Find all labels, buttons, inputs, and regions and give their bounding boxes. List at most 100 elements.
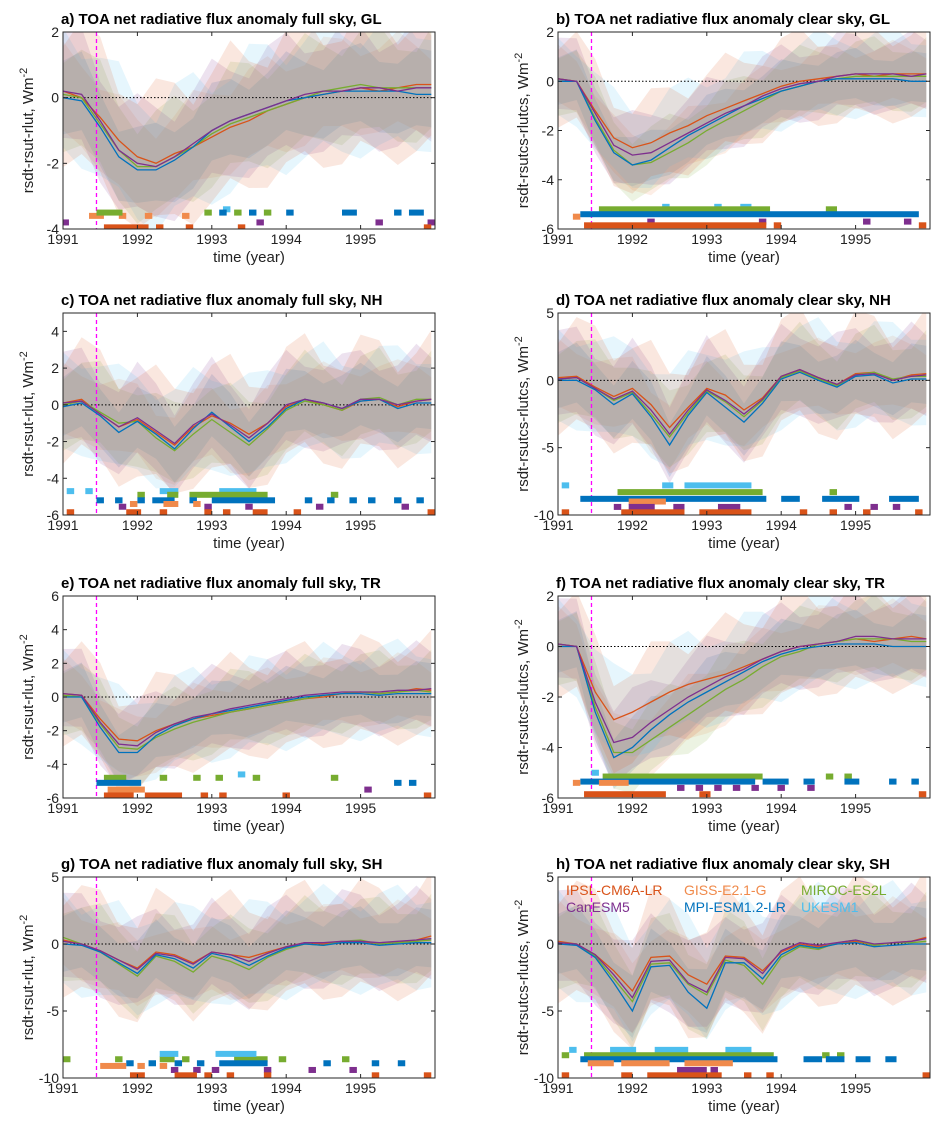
y-tick-label: 0 <box>546 372 554 388</box>
significance-marker <box>327 497 335 504</box>
significance-marker <box>717 503 741 510</box>
significance-marker <box>773 222 782 229</box>
significance-marker <box>304 497 313 504</box>
y-axis-label-text: rsdt-rsutcs-rlutcs, Wm <box>515 909 532 1055</box>
legend-entry: IPSL-CM6A-LR <box>566 882 662 898</box>
significance-marker <box>844 503 852 510</box>
significance-marker <box>744 1072 752 1078</box>
panel-title: a) TOA net radiative flux anomaly full s… <box>61 11 382 28</box>
significance-marker <box>584 222 767 229</box>
uncertainty-band <box>558 313 927 474</box>
significance-marker <box>163 500 179 507</box>
significance-marker <box>103 224 149 229</box>
series-line <box>558 75 927 166</box>
significance-marker <box>245 503 253 510</box>
significance-marker <box>710 1066 718 1073</box>
y-tick-label: -2 <box>47 155 60 171</box>
significance-marker <box>781 495 800 502</box>
y-tick-label: 6 <box>51 588 59 604</box>
x-tick-label: 1992 <box>122 1080 153 1096</box>
significance-marker <box>725 1046 752 1053</box>
significance-marker <box>159 1062 168 1069</box>
significance-marker <box>673 503 685 510</box>
y-axis-label: rsdt-rsutcs-rlutcs, Wm-2 <box>513 336 532 492</box>
significance-marker <box>115 497 123 504</box>
panel-b: b) TOA net radiative flux anomaly clear … <box>513 11 931 266</box>
uncertainty-band <box>63 32 432 229</box>
significance-marker <box>96 779 142 786</box>
plot-area <box>63 877 435 1078</box>
y-tick-label: -5 <box>47 1003 60 1019</box>
significance-marker <box>222 206 231 213</box>
significance-marker <box>695 784 704 791</box>
significance-marker <box>777 784 785 791</box>
x-tick-label: 1991 <box>542 231 573 247</box>
significance-marker <box>621 1072 633 1078</box>
series-line <box>63 83 432 165</box>
x-tick-label: 1993 <box>196 231 227 247</box>
uncertainty-band <box>63 347 432 483</box>
y-tick-label: -6 <box>47 507 60 523</box>
uncertainty-band <box>558 32 927 185</box>
x-tick-label: 1993 <box>691 800 722 816</box>
x-tick-label: 1991 <box>542 1080 573 1096</box>
legend-entry: CanESM5 <box>566 899 630 915</box>
y-tick-label: 2 <box>51 24 59 40</box>
significance-marker <box>699 509 752 515</box>
significance-marker <box>189 497 197 504</box>
significance-marker <box>580 495 767 502</box>
significance-marker <box>863 218 871 225</box>
significance-marker <box>561 1052 570 1059</box>
panel-title: c) TOA net radiative flux anomaly full s… <box>61 292 382 309</box>
uncertainty-band <box>63 32 432 229</box>
significance-marker <box>427 509 435 515</box>
significance-marker <box>829 489 837 496</box>
significance-marker <box>263 1066 272 1073</box>
y-axis-label-text: rsdt-rsutcs-rlutcs, Wm <box>515 62 532 208</box>
uncertainty-band <box>558 321 927 468</box>
significance-marker <box>148 1060 156 1067</box>
significance-marker <box>144 212 153 219</box>
series-line <box>558 368 927 436</box>
significance-marker <box>628 498 666 505</box>
x-tick-label: 1993 <box>196 517 227 533</box>
significance-marker <box>330 774 339 781</box>
uncertainty-band <box>63 640 432 786</box>
significance-marker <box>621 509 685 515</box>
y-tick-label: -2 <box>542 123 555 139</box>
uncertainty-band <box>558 321 927 484</box>
significance-marker <box>799 509 808 515</box>
significance-marker <box>159 774 168 781</box>
significance-marker <box>829 509 837 515</box>
significance-marker <box>837 1052 845 1059</box>
y-axis-label-superscript: -2 <box>513 336 525 346</box>
significance-marker <box>602 773 763 780</box>
significance-marker <box>129 500 138 507</box>
significance-marker <box>408 779 417 786</box>
x-tick-label: 1995 <box>345 800 376 816</box>
significance-marker <box>115 1056 123 1063</box>
significance-marker <box>580 211 919 218</box>
significance-marker <box>204 509 212 515</box>
significance-marker <box>617 489 763 496</box>
significance-marker <box>252 774 261 781</box>
x-tick-label: 1994 <box>766 1080 797 1096</box>
significance-marker <box>584 1052 774 1059</box>
y-axis-label: rsdt-rsut-rlut, Wm-2 <box>18 351 37 477</box>
series-line <box>558 635 927 744</box>
significance-marker <box>204 209 212 216</box>
significance-marker <box>416 497 424 504</box>
y-tick-label: 2 <box>51 655 59 671</box>
significance-marker <box>103 792 134 798</box>
x-tick-label: 1995 <box>840 517 871 533</box>
uncertainty-band <box>558 880 927 1042</box>
significance-marker <box>85 488 93 495</box>
panel-title: g) TOA net radiative flux anomaly full s… <box>61 856 382 873</box>
y-tick-label: -2 <box>47 434 60 450</box>
significance-marker <box>342 209 357 216</box>
series-line <box>558 643 927 759</box>
plot-area <box>63 596 435 798</box>
y-tick-label: 5 <box>546 869 554 885</box>
significance-marker <box>349 1066 357 1073</box>
x-tick-label: 1994 <box>766 231 797 247</box>
